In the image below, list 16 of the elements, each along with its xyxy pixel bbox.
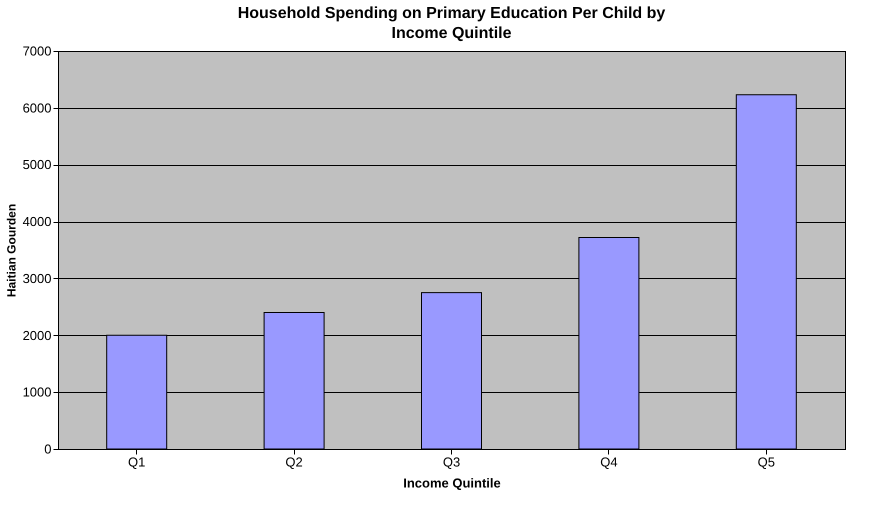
x-tick-label: Q4 [600, 454, 618, 470]
y-tick-label: 2000 [22, 328, 52, 343]
y-tick-label: 5000 [22, 157, 52, 172]
y-tick-label: 1000 [22, 384, 52, 400]
x-axis-title: Income Quintile [403, 476, 501, 490]
x-tick-label: Q3 [442, 454, 460, 470]
chart-title: Household Spending on Primary Education Per Child by Income Quintile [238, 5, 666, 42]
y-tick-label: 3000 [22, 270, 52, 286]
x-tick-label: Q1 [128, 454, 146, 470]
x-tick-label: Q2 [285, 454, 303, 470]
y-tick-label: 4000 [22, 214, 52, 230]
y-tick-label: 7000 [22, 44, 52, 58]
x-tick-label: Q5 [758, 454, 775, 470]
y-tick-label: 0 [44, 442, 52, 456]
y-axis-title: Haitian Gourden [4, 204, 19, 298]
y-tick-label: 6000 [22, 100, 52, 116]
